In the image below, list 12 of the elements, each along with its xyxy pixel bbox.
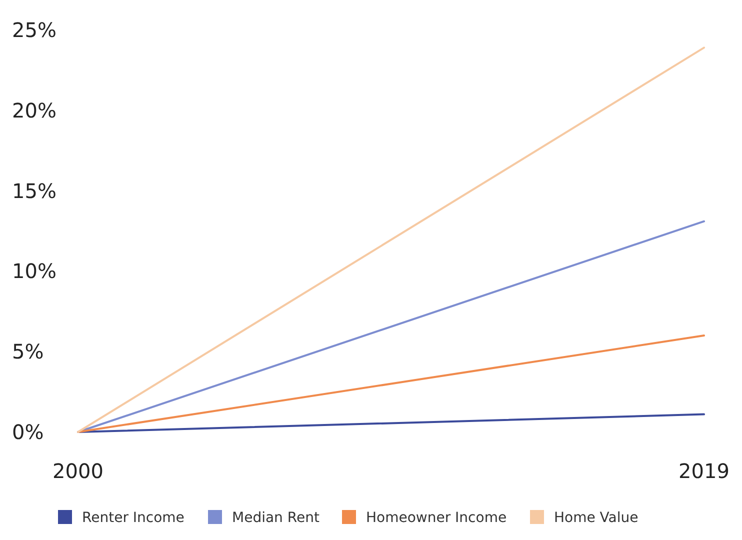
y-tick-label: 25%	[12, 18, 56, 42]
y-tick-label: 0%	[12, 420, 44, 444]
y-tick-label: 15%	[12, 178, 56, 203]
x-tick-label: 2000	[52, 459, 104, 483]
legend-label: Homeowner Income	[366, 510, 507, 526]
y-tick-label: 10%	[12, 259, 56, 284]
legend-label: Home Value	[554, 510, 638, 526]
legend-label: Renter Income	[82, 510, 184, 526]
y-tick-label: 20%	[12, 98, 56, 122]
x-tick-label: 2019	[678, 459, 730, 483]
legend-label: Median Rent	[232, 510, 320, 526]
y-tick-label: 5%	[12, 340, 44, 364]
